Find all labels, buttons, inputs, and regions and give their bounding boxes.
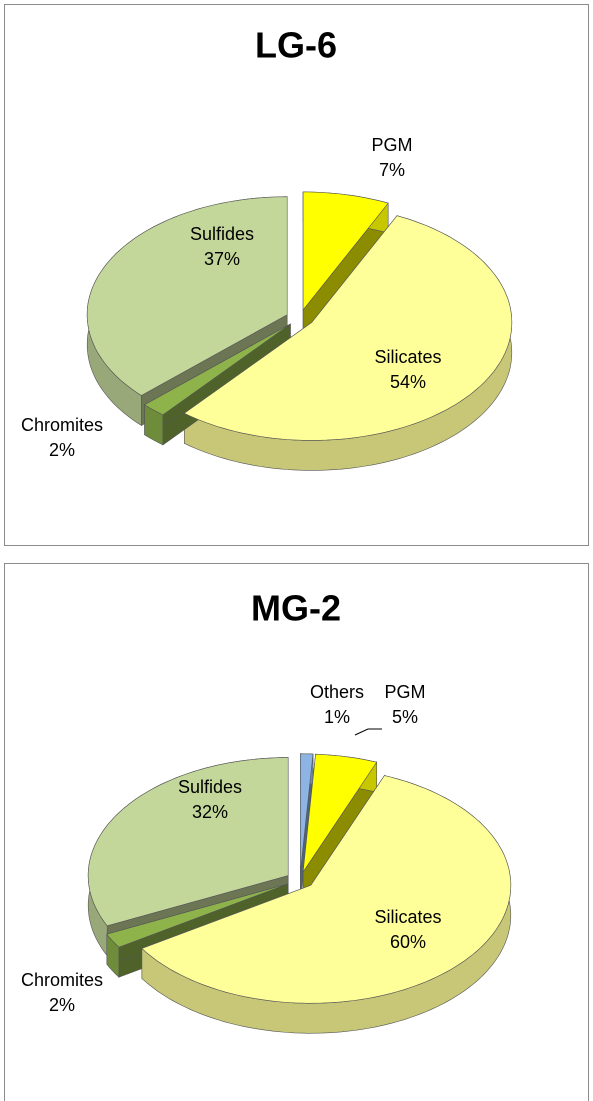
data-label-value: 5%	[391, 707, 418, 727]
chart-title: LG-6	[255, 25, 337, 66]
pie-slice	[300, 753, 314, 872]
chart-title: MG-2	[251, 588, 341, 629]
data-label-value: 1%	[323, 707, 350, 727]
data-label-name: Sulfides	[177, 777, 243, 797]
data-label-value: 54%	[389, 372, 427, 392]
data-label-value: 2%	[48, 995, 75, 1015]
data-label-name: Chromites	[20, 970, 104, 990]
data-label-value: 2%	[48, 440, 75, 460]
data-label-value: 37%	[203, 249, 241, 269]
pie-slice	[302, 191, 389, 311]
data-label-name: Silicates	[374, 907, 442, 927]
data-label-name: Silicates	[374, 347, 442, 367]
leader-line	[354, 728, 382, 736]
data-label-name: PGM	[371, 135, 413, 155]
data-label-name: PGM	[384, 682, 426, 702]
pie-slice	[87, 757, 289, 927]
pie-slice	[86, 196, 288, 396]
chart-frame	[4, 4, 589, 546]
data-label-value: 60%	[389, 932, 427, 952]
pie-slice	[302, 753, 378, 873]
pie-slice	[183, 215, 513, 441]
data-label-name: Others	[309, 682, 365, 702]
pie-slice	[141, 775, 512, 1004]
pie-slice	[144, 323, 291, 416]
data-label-name: Sulfides	[189, 224, 255, 244]
data-label-value: 32%	[191, 802, 229, 822]
data-label-value: 7%	[378, 160, 405, 180]
data-label-name: Chromites	[20, 415, 104, 435]
pie-slice	[106, 883, 288, 948]
chart-frame	[4, 563, 589, 1101]
